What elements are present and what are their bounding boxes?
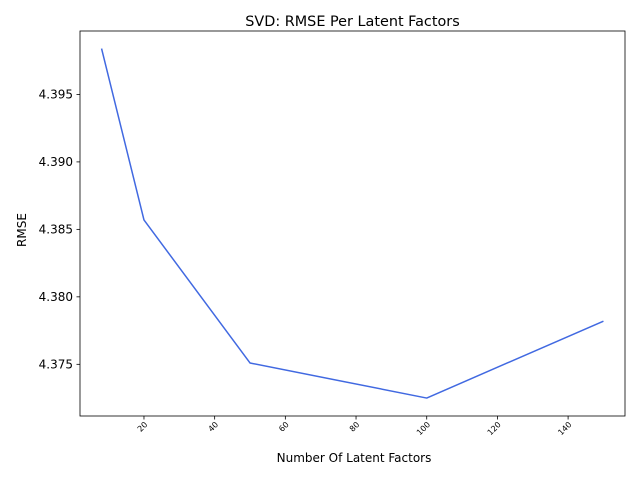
series-layer bbox=[100, 48, 604, 399]
x-axis-label: Number Of Latent Factors bbox=[277, 451, 432, 465]
chart-title: SVD: RMSE Per Latent Factors bbox=[245, 14, 459, 30]
x-tick-label: 20 bbox=[136, 420, 150, 434]
y-axis-label: RMSE bbox=[15, 213, 29, 247]
y-axis: 4.375 4.380 4.385 4.390 4.395 bbox=[39, 88, 80, 372]
plot-frame bbox=[79, 30, 626, 417]
x-tick-label: 40 bbox=[207, 420, 221, 434]
series-line bbox=[100, 48, 604, 399]
x-tick-label: 140 bbox=[556, 420, 573, 437]
x-tick-label: 100 bbox=[415, 420, 432, 437]
x-tick-label: 120 bbox=[486, 420, 503, 437]
y-tick-label: 4.380 bbox=[39, 290, 73, 304]
y-tick-label: 4.375 bbox=[39, 358, 73, 372]
x-tick-label: 60 bbox=[277, 420, 291, 434]
y-tick-label: 4.385 bbox=[39, 223, 73, 237]
plot-area bbox=[80, 31, 625, 416]
x-axis: 20 40 60 80 100 120 140 bbox=[136, 416, 574, 437]
y-tick-label: 4.395 bbox=[39, 88, 73, 102]
y-tick-label: 4.390 bbox=[39, 155, 73, 169]
x-tick-label: 80 bbox=[348, 420, 362, 434]
